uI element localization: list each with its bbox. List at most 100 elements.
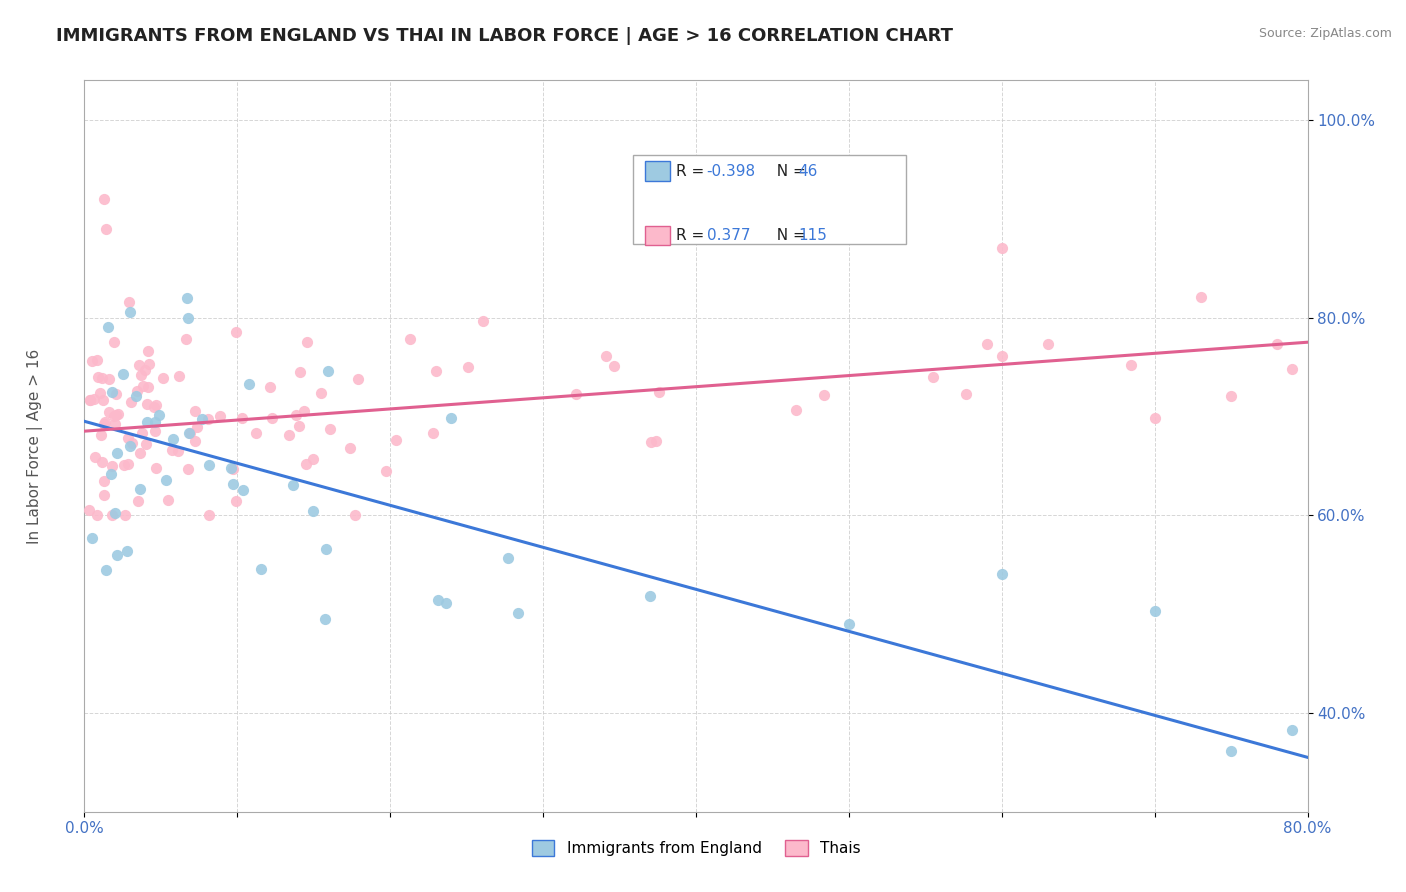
Point (91, 455, 114, 469)
Point (259, 380, 281, 394)
Text: R =: R = (676, 228, 714, 243)
Point (955, 387, 977, 401)
Point (314, 612, 336, 626)
Point (638, 589, 661, 603)
Point (77, 503, 100, 517)
Point (112, 367, 135, 381)
Point (297, 335, 319, 350)
Point (93, 417, 115, 432)
Point (284, 408, 307, 422)
Point (128, 358, 150, 372)
Point (103, 409, 125, 423)
Point (1220, 389, 1243, 403)
Text: -0.398: -0.398 (707, 163, 755, 178)
Point (197, 412, 219, 426)
Point (1119, 358, 1142, 372)
Point (991, 566, 1014, 581)
Point (97, 372, 120, 386)
Point (101, 459, 124, 474)
Text: N =: N = (768, 163, 811, 178)
Point (813, 388, 835, 402)
Point (80, 531, 103, 545)
Point (90, 428, 112, 442)
Point (104, 506, 127, 520)
Point (190, 411, 212, 425)
Point (93, 192, 115, 206)
Point (100, 384, 122, 399)
Point (84, 450, 107, 464)
Point (838, 616, 860, 631)
Point (225, 326, 247, 340)
Point (96, 563, 118, 577)
Point (143, 415, 166, 429)
Point (129, 445, 152, 459)
Point (1143, 604, 1166, 618)
Point (198, 458, 221, 472)
Point (496, 551, 519, 566)
Point (98, 405, 121, 419)
Point (1281, 362, 1303, 376)
Point (645, 434, 668, 448)
Point (136, 344, 159, 359)
Point (97, 319, 120, 334)
Point (135, 415, 157, 429)
Point (125, 389, 148, 403)
Point (398, 332, 420, 346)
Text: In Labor Force | Age > 16: In Labor Force | Age > 16 (27, 349, 44, 543)
Point (427, 593, 450, 607)
Point (135, 437, 157, 451)
Point (79, 393, 101, 408)
Point (375, 464, 398, 478)
Point (425, 364, 447, 378)
Point (167, 369, 190, 384)
Point (295, 457, 318, 471)
Point (120, 395, 142, 409)
Point (174, 332, 197, 346)
Point (105, 446, 128, 460)
Point (309, 385, 332, 400)
Point (250, 562, 273, 576)
Point (121, 435, 143, 450)
Point (1265, 336, 1288, 351)
Point (222, 476, 245, 491)
Point (148, 408, 170, 422)
Point (145, 398, 167, 412)
Point (100, 467, 122, 482)
Point (112, 458, 135, 472)
Text: 115: 115 (799, 228, 827, 243)
Point (160, 443, 183, 458)
Point (177, 462, 200, 476)
Point (114, 508, 136, 523)
Point (89, 386, 111, 401)
Point (231, 410, 253, 425)
Point (93, 488, 115, 502)
Point (142, 400, 165, 414)
Legend: Immigrants from England, Thais: Immigrants from England, Thais (526, 834, 866, 863)
Point (166, 444, 188, 458)
Point (93, 475, 115, 489)
Point (319, 422, 342, 436)
Point (94, 416, 117, 430)
Text: IMMIGRANTS FROM ENGLAND VS THAI IN LABOR FORCE | AGE > 16 CORRELATION CHART: IMMIGRANTS FROM ENGLAND VS THAI IN LABOR… (56, 27, 953, 45)
Text: N =: N = (768, 228, 811, 243)
Point (288, 365, 311, 379)
Point (302, 504, 325, 518)
Point (136, 397, 159, 411)
Point (595, 349, 617, 363)
Point (86, 508, 108, 523)
Point (422, 426, 444, 441)
Point (260, 411, 283, 425)
Point (344, 508, 367, 523)
Point (316, 363, 339, 377)
Point (245, 426, 267, 441)
Point (145, 461, 167, 475)
Point (1036, 337, 1059, 351)
Point (1143, 411, 1166, 425)
Point (922, 369, 945, 384)
Point (457, 360, 479, 375)
Point (1281, 723, 1303, 738)
Point (127, 384, 149, 398)
Point (115, 544, 138, 558)
Point (120, 304, 142, 318)
Point (104, 387, 127, 401)
